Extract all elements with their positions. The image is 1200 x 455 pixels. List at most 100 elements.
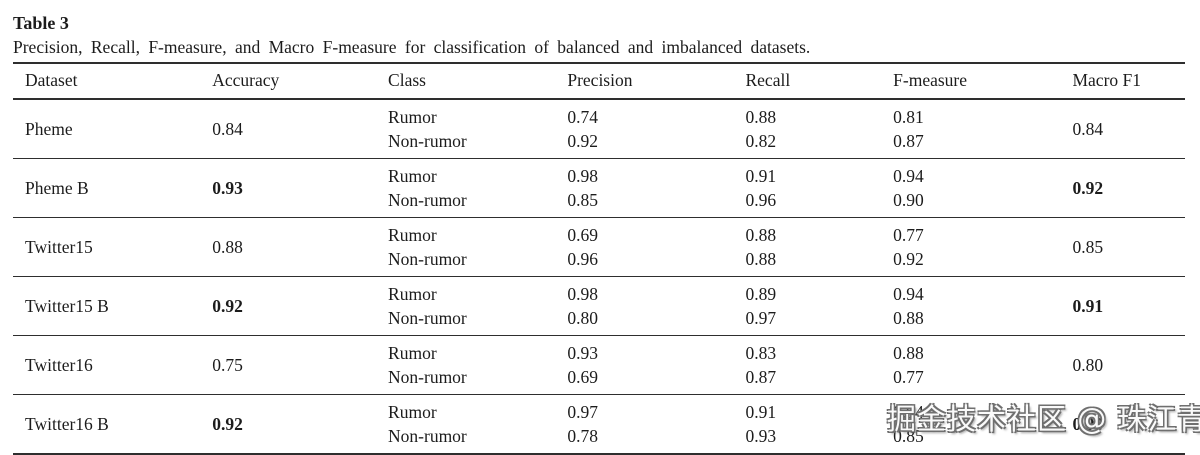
accuracy-value: 0.88 [212, 236, 243, 257]
class-label: Rumor [388, 166, 437, 186]
recall-value: 0.97 [745, 308, 777, 328]
class-label: Non-rumor [388, 426, 467, 446]
precision-value: 0.92 [567, 131, 598, 151]
table-row-twitter16-b: Twitter16 B 0.92 Rumor Non-rumor 0.97 0.… [13, 395, 1185, 455]
f-measure-value: 0.81 [893, 107, 924, 127]
precision-value: 0.78 [567, 426, 598, 446]
recall-cell: 0.88 0.88 [745, 218, 893, 277]
table-row-pheme-b: Pheme B 0.93 Rumor Non-rumor 0.98 0.85 0… [13, 159, 1185, 218]
accuracy-value: 0.92 [212, 295, 243, 316]
recall-cell: 0.83 0.87 [745, 336, 893, 395]
recall-value: 0.91 [745, 166, 777, 186]
f-measure-cell: 0.94 0.85 [893, 395, 1072, 455]
accuracy-value: 0.93 [212, 177, 243, 198]
table-row-twitter15: Twitter15 0.88 Rumor Non-rumor 0.69 0.96… [13, 218, 1185, 277]
f-measure-cell: 0.77 0.92 [893, 218, 1072, 277]
dataset-name: Twitter16 [25, 354, 93, 375]
recall-value: 0.91 [745, 402, 777, 422]
col-header-class: Class [388, 63, 568, 100]
recall-value: 0.88 [745, 107, 777, 127]
f-measure-value: 0.92 [893, 249, 924, 269]
col-header-dataset: Dataset [13, 63, 213, 100]
class-label: Non-rumor [388, 308, 467, 328]
class-cell: Rumor Non-rumor [388, 99, 567, 159]
macro-f1-value: 0.85 [1072, 236, 1104, 257]
results-table: Dataset Accuracy Class Precision Recall … [13, 62, 1185, 455]
macro-f1-value: 0.80 [1072, 354, 1104, 375]
precision-cell: 0.93 0.69 [567, 336, 745, 395]
recall-cell: 0.91 0.93 [745, 395, 893, 455]
f-measure-value: 0.77 [893, 367, 924, 387]
f-measure-value: 0.88 [893, 343, 924, 363]
f-measure-cell: 0.94 0.88 [893, 277, 1072, 336]
f-measure-value: 0.94 [893, 284, 924, 304]
accuracy-value: 0.84 [212, 118, 243, 139]
class-label: Non-rumor [388, 190, 467, 210]
precision-cell: 0.74 0.92 [567, 99, 745, 159]
precision-value: 0.80 [567, 308, 598, 328]
recall-value: 0.88 [745, 249, 777, 269]
recall-cell: 0.89 0.97 [745, 277, 893, 336]
precision-cell: 0.98 0.80 [567, 277, 745, 336]
class-cell: Rumor Non-rumor [388, 277, 567, 336]
precision-value: 0.96 [567, 249, 598, 269]
recall-value: 0.89 [745, 284, 777, 304]
class-label: Rumor [388, 107, 437, 127]
f-measure-value: 0.87 [893, 131, 924, 151]
col-header-precision: Precision [567, 63, 746, 100]
col-header-recall: Recall [745, 63, 894, 100]
f-measure-cell: 0.88 0.77 [893, 336, 1072, 395]
precision-cell: 0.98 0.85 [567, 159, 745, 218]
recall-value: 0.82 [745, 131, 777, 151]
f-measure-value: 0.94 [893, 402, 924, 422]
precision-value: 0.98 [567, 284, 598, 304]
f-measure-cell: 0.81 0.87 [893, 99, 1072, 159]
recall-value: 0.96 [745, 190, 777, 210]
table-row-twitter15-b: Twitter15 B 0.92 Rumor Non-rumor 0.98 0.… [13, 277, 1185, 336]
precision-value: 0.69 [567, 225, 598, 245]
col-header-f-measure: F-measure [893, 63, 1073, 100]
site-watermark: 掘金技术社区 @ 珠江青年 [887, 402, 1200, 436]
class-label: Rumor [388, 225, 437, 245]
macro-f1-value: 0.84 [1072, 118, 1104, 139]
precision-cell: 0.69 0.96 [567, 218, 745, 277]
class-cell: Rumor Non-rumor [388, 395, 567, 455]
class-cell: Rumor Non-rumor [388, 336, 567, 395]
class-cell: Rumor Non-rumor [388, 218, 567, 277]
col-header-accuracy: Accuracy [212, 63, 389, 100]
dataset-name: Twitter15 [25, 236, 93, 257]
table-row-pheme: Pheme 0.84 Rumor Non-rumor 0.74 0.92 0.8… [13, 99, 1185, 159]
precision-value: 0.85 [567, 190, 598, 210]
class-label: Non-rumor [388, 249, 467, 269]
f-measure-value: 0.77 [893, 225, 924, 245]
precision-value: 0.97 [567, 402, 598, 422]
table-caption: Precision, Recall, F-measure, and Macro … [13, 37, 811, 57]
dataset-name: Twitter15 B [25, 295, 109, 316]
precision-value: 0.93 [567, 343, 598, 363]
f-measure-value: 0.94 [893, 166, 924, 186]
precision-value: 0.74 [567, 107, 598, 127]
class-label: Rumor [388, 343, 437, 363]
recall-cell: 0.91 0.96 [745, 159, 893, 218]
accuracy-value: 0.92 [212, 413, 243, 434]
dataset-name: Pheme B [25, 177, 89, 198]
table-title: Table 3 [13, 13, 69, 33]
class-label: Rumor [388, 284, 437, 304]
recall-value: 0.83 [745, 343, 777, 363]
col-header-macro-f1: Macro F1 [1072, 63, 1185, 100]
header-row: Dataset Accuracy Class Precision Recall … [13, 63, 1185, 100]
macro-f1-value: 0.92 [1072, 177, 1104, 198]
recall-cell: 0.88 0.82 [745, 99, 893, 159]
recall-value: 0.88 [745, 225, 777, 245]
f-measure-value: 0.85 [893, 426, 924, 446]
class-label: Non-rumor [388, 367, 467, 387]
precision-value: 0.69 [567, 367, 598, 387]
f-measure-value: 0.90 [893, 190, 924, 210]
f-measure-cell: 0.94 0.90 [893, 159, 1072, 218]
macro-f1-value: 0.91 [1072, 295, 1104, 316]
table-row-twitter16: Twitter16 0.75 Rumor Non-rumor 0.93 0.69… [13, 336, 1185, 395]
dataset-name: Pheme [25, 118, 73, 139]
class-label: Rumor [388, 402, 437, 422]
recall-value: 0.87 [745, 367, 777, 387]
